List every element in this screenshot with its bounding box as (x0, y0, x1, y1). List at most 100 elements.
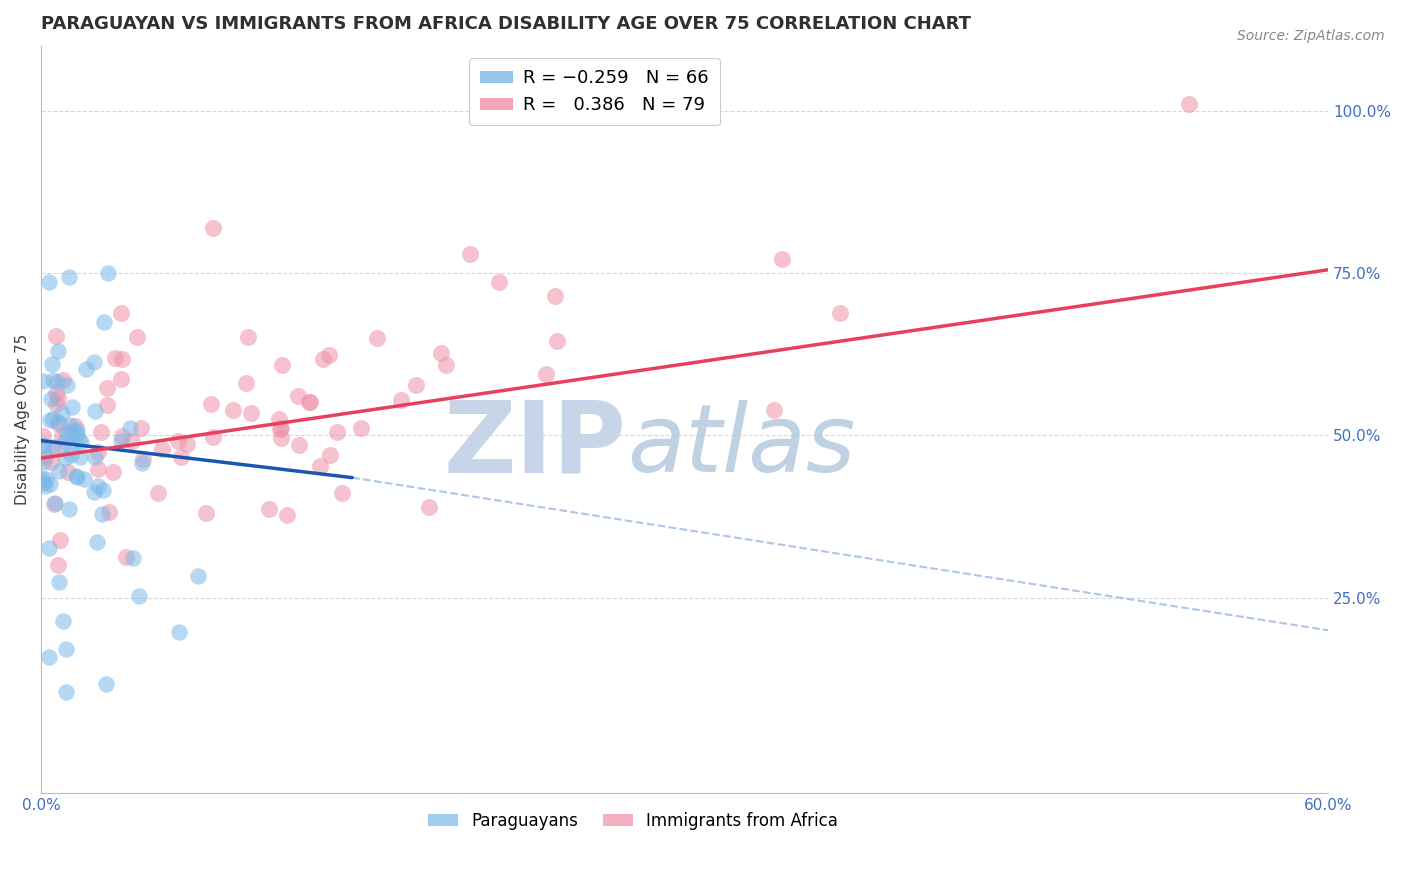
Text: ZIP: ZIP (444, 397, 627, 494)
Point (34, 479, 56, 493)
Point (458, 246, 481, 260)
Point (350, 421, 373, 435)
Text: PARAGUAYAN VS IMMIGRANTS FROM AFRICA DISABILITY AGE OVER 75 CORRELATION CHART: PARAGUAYAN VS IMMIGRANTS FROM AFRICA DIS… (41, 15, 972, 33)
Point (65, 469, 87, 483)
Point (48, 417, 70, 431)
Point (31, 471, 53, 485)
Point (110, 429, 132, 443)
Point (46, 415, 69, 429)
Point (127, 330, 149, 344)
Point (84, 450, 107, 464)
Point (330, 485, 353, 500)
Point (201, 220, 224, 235)
Point (60, 400, 83, 414)
Point (101, 466, 124, 480)
Point (534, 367, 557, 381)
Point (96, 398, 118, 412)
Point (69, 434, 91, 449)
Point (201, 430, 224, 444)
Point (195, 507, 218, 521)
Point (91, 483, 114, 497)
Point (287, 389, 309, 403)
Y-axis label: Disability Age Over 75: Disability Age Over 75 (15, 334, 30, 505)
Point (90, 425, 112, 439)
Point (55, 642, 77, 657)
Point (41, 373, 63, 387)
Point (59, 417, 82, 432)
Point (84, 403, 107, 417)
Point (56, 377, 79, 392)
Point (38, 649, 60, 664)
Point (488, 275, 510, 289)
Point (62, 425, 84, 439)
Point (167, 625, 190, 640)
Point (53, 434, 76, 448)
Point (58, 269, 80, 284)
Point (73, 472, 96, 486)
Point (429, 346, 451, 360)
Point (104, 351, 127, 365)
Point (87, 462, 110, 476)
Point (52, 373, 75, 387)
Point (318, 349, 340, 363)
Text: atlas: atlas (627, 400, 855, 491)
Point (114, 549, 136, 564)
Point (240, 406, 263, 420)
Point (45, 397, 67, 411)
Point (434, 358, 457, 372)
Point (39, 392, 62, 407)
Point (176, 437, 198, 451)
Point (66, 423, 89, 437)
Point (83, 484, 105, 499)
Point (146, 486, 169, 500)
Point (41, 440, 63, 454)
Point (405, 378, 427, 392)
Point (60, 442, 83, 456)
Point (31, 437, 53, 451)
Point (150, 442, 173, 457)
Point (67, 433, 90, 447)
Point (97, 266, 120, 280)
Point (200, 397, 222, 411)
Point (167, 434, 190, 448)
Point (42, 497, 65, 511)
Point (762, 403, 785, 417)
Point (110, 434, 132, 449)
Point (238, 330, 260, 344)
Point (366, 331, 388, 345)
Point (270, 431, 292, 445)
Legend: Paraguayans, Immigrants from Africa: Paraguayans, Immigrants from Africa (422, 805, 845, 837)
Point (111, 351, 134, 366)
Point (131, 457, 153, 471)
Point (770, 252, 793, 266)
Point (41, 357, 63, 371)
Point (55, 450, 77, 465)
Point (830, 306, 852, 320)
Point (51, 429, 73, 443)
Point (31, 475, 53, 490)
Point (96, 380, 118, 394)
Point (128, 589, 150, 603)
Point (32, 374, 55, 388)
Point (46, 392, 69, 406)
Point (46, 344, 69, 359)
Point (299, 395, 322, 409)
Point (44, 496, 66, 510)
Point (42, 412, 65, 426)
Point (110, 371, 132, 385)
Point (35, 472, 58, 486)
Point (87, 445, 110, 459)
Point (544, 289, 567, 303)
Point (38, 541, 60, 556)
Point (98, 505, 121, 519)
Point (31, 441, 53, 455)
Point (546, 334, 568, 348)
Point (39, 477, 62, 491)
Point (66, 470, 89, 484)
Point (48, 574, 70, 589)
Text: Source: ZipAtlas.com: Source: ZipAtlas.com (1237, 29, 1385, 44)
Point (38, 412, 60, 426)
Point (129, 421, 152, 435)
Point (276, 508, 298, 522)
Point (120, 421, 142, 435)
